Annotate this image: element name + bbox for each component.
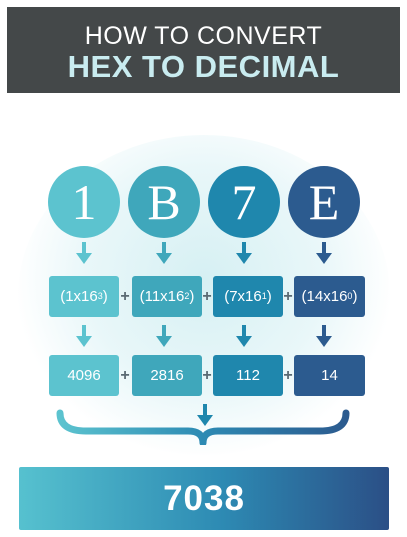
expression-close: ) [266, 288, 272, 305]
expression-exponent: 3 [97, 290, 103, 301]
hex-digit-2: B [128, 166, 200, 238]
hex-digit-1: 1 [48, 166, 120, 238]
plus-sign: + [202, 288, 212, 305]
value-box-4: 14 [294, 355, 365, 396]
expression-base: (11x16 [139, 288, 185, 305]
hex-digit-3: 7 [208, 166, 280, 238]
expression-box-3: (7x16 1) [213, 276, 283, 317]
expression-base: (7x16 [224, 288, 262, 305]
value-box-2: 2816 [132, 355, 202, 396]
plus-sign: + [283, 367, 293, 384]
title-banner: HOW TO CONVERT HEX TO DECIMAL [7, 7, 400, 93]
value-box-3: 112 [213, 355, 283, 396]
expression-base: (14x16 [301, 288, 348, 305]
expression-box-4: (14x16 0) [294, 276, 365, 317]
result-box: 7038 [19, 467, 389, 530]
expression-exponent: 2 [184, 290, 190, 301]
expression-base: (1x16 [60, 288, 98, 305]
down-arrow-icon [236, 325, 252, 347]
down-arrow-icon [236, 242, 252, 264]
plus-sign: + [283, 288, 293, 305]
plus-sign: + [202, 367, 212, 384]
down-arrow-icon [316, 242, 332, 264]
down-arrow-icon [156, 242, 172, 264]
expression-close: ) [352, 288, 358, 305]
expression-box-1: (1x16 3) [49, 276, 119, 317]
value-box-1: 4096 [49, 355, 119, 396]
expression-box-2: (11x16 2) [132, 276, 202, 317]
title-line-1: HOW TO CONVERT [84, 22, 323, 50]
down-arrow-icon [76, 242, 92, 264]
plus-sign: + [120, 367, 130, 384]
down-arrow-icon [156, 325, 172, 347]
expression-exponent: 1 [261, 290, 267, 301]
title-line-2: HEX TO DECIMAL [67, 49, 340, 84]
brace-icon [56, 409, 350, 445]
expression-close: ) [189, 288, 195, 305]
expression-close: ) [102, 288, 108, 305]
plus-sign: + [120, 288, 130, 305]
expression-exponent: 0 [347, 290, 353, 301]
down-arrow-icon [76, 325, 92, 347]
down-arrow-icon [316, 325, 332, 347]
hex-digit-4: E [288, 166, 360, 238]
down-arrow-icon [197, 404, 213, 426]
